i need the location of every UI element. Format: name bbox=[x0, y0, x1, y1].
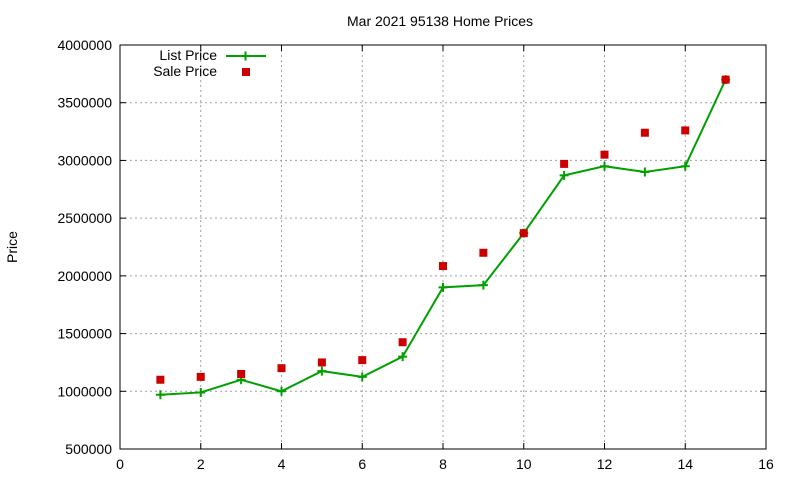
legend-marker-sale-price bbox=[242, 68, 250, 76]
sale-price-point bbox=[721, 75, 730, 84]
y-tick-label: 500000 bbox=[65, 441, 112, 457]
legend: List Price Sale Price bbox=[153, 47, 266, 79]
list-price-point bbox=[357, 372, 367, 382]
sale-price-point bbox=[439, 262, 447, 271]
x-tick-label: 0 bbox=[116, 456, 124, 472]
y-axis-label: Price bbox=[4, 231, 20, 263]
list-price-point bbox=[640, 167, 650, 177]
list-price-point bbox=[438, 282, 448, 292]
x-tick-label: 4 bbox=[278, 456, 286, 472]
x-tick-label: 12 bbox=[597, 456, 613, 472]
sale-price-point bbox=[519, 229, 528, 238]
x-tick-label: 6 bbox=[358, 456, 366, 472]
sale-price-point bbox=[277, 364, 286, 373]
sale-price-point bbox=[600, 150, 609, 159]
sale-price-point bbox=[479, 248, 488, 257]
list-price-point bbox=[317, 366, 327, 376]
list-price-point bbox=[398, 352, 408, 362]
y-tick-label: 4000000 bbox=[57, 37, 112, 53]
legend-label-sale-price: Sale Price bbox=[153, 63, 217, 79]
legend-marker-list-price bbox=[241, 51, 250, 61]
sale-price-point bbox=[358, 356, 367, 365]
list-price-point bbox=[196, 387, 206, 397]
x-tick-label: 2 bbox=[197, 456, 205, 472]
y-tick-label: 2500000 bbox=[57, 210, 112, 226]
sale-price-point bbox=[317, 358, 326, 367]
list-price-point bbox=[680, 161, 690, 171]
x-tick-label: 14 bbox=[677, 456, 693, 472]
x-tick-label: 8 bbox=[439, 456, 447, 472]
y-tick-label: 1000000 bbox=[57, 383, 112, 399]
grid bbox=[120, 45, 766, 449]
sale-price-point bbox=[640, 128, 649, 137]
list-price-point bbox=[277, 386, 286, 396]
y-tick-label: 1500000 bbox=[57, 326, 112, 342]
y-tick-label: 2000000 bbox=[57, 268, 112, 284]
list-price-point bbox=[155, 390, 165, 400]
sale-price-point bbox=[156, 375, 165, 384]
sale-price-point bbox=[398, 338, 407, 347]
y-tick-label: 3000000 bbox=[57, 152, 112, 168]
list-price-point bbox=[559, 170, 569, 180]
sale-price-point bbox=[237, 369, 246, 378]
sale-price-point bbox=[196, 372, 205, 381]
x-tick-label: 16 bbox=[758, 456, 774, 472]
ticks: 0 2 4 6 8 10 12 14 16 500000 1000000 1500000 2000000… bbox=[57, 37, 774, 472]
chart-title: Mar 2021 95138 Home Prices bbox=[347, 13, 533, 29]
series bbox=[155, 75, 731, 400]
legend-label-list-price: List Price bbox=[159, 47, 217, 63]
x-tick-label: 10 bbox=[516, 456, 532, 472]
y-tick-label: 3500000 bbox=[57, 95, 112, 111]
plot-border bbox=[119, 44, 767, 450]
sale-price-point bbox=[560, 159, 569, 168]
sale-price-point bbox=[681, 126, 690, 135]
list-price-point bbox=[478, 280, 488, 290]
list-price-point bbox=[600, 161, 609, 171]
